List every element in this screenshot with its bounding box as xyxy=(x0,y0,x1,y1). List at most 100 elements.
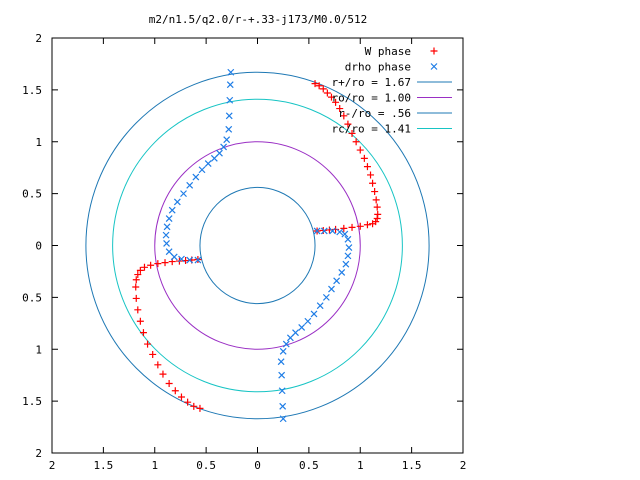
data-point xyxy=(225,125,233,133)
data-point xyxy=(227,68,235,76)
data-point xyxy=(319,85,327,93)
y-tick-label: 2 xyxy=(35,447,42,460)
y-tick-label: 1.5 xyxy=(22,395,42,408)
data-point xyxy=(329,227,336,235)
data-point xyxy=(327,93,335,101)
x-tick-label: 0.5 xyxy=(299,459,319,472)
legend-label: ro/ro = 1.00 xyxy=(332,92,411,105)
data-point xyxy=(223,136,231,144)
legend-label: r-/ro = .56 xyxy=(338,107,411,120)
legend-label: W phase xyxy=(365,45,411,58)
data-point xyxy=(159,370,167,378)
data-point xyxy=(192,173,200,181)
data-point xyxy=(340,224,348,232)
data-point xyxy=(316,302,324,310)
data-point xyxy=(147,261,155,269)
data-point xyxy=(132,276,140,284)
data-point xyxy=(286,334,294,342)
x-tick-label: 1.5 xyxy=(93,459,113,472)
reference-circle xyxy=(199,186,316,305)
data-point xyxy=(356,146,364,154)
data-point xyxy=(333,277,341,285)
data-point xyxy=(220,143,228,151)
data-point xyxy=(184,398,192,406)
y-tick-label: 1.5 xyxy=(22,84,42,97)
x-tick-label: 2 xyxy=(460,459,467,472)
data-point xyxy=(226,96,234,104)
data-point xyxy=(210,154,218,162)
data-point xyxy=(328,285,335,293)
data-point xyxy=(278,371,286,379)
data-point xyxy=(154,361,162,369)
data-point xyxy=(304,317,312,325)
data-point xyxy=(363,221,371,229)
data-point xyxy=(311,80,319,88)
data-point xyxy=(136,317,144,325)
data-points xyxy=(132,68,382,423)
y-tick-label: 0 xyxy=(35,240,42,253)
data-point xyxy=(344,252,352,260)
data-point xyxy=(279,415,287,423)
legend-label: rc/ro = 1.41 xyxy=(332,123,411,136)
data-point xyxy=(180,190,187,198)
data-point xyxy=(278,387,286,395)
data-point xyxy=(342,260,350,268)
data-point xyxy=(336,105,344,113)
y-tick-label: 0.5 xyxy=(22,291,42,304)
data-point xyxy=(344,120,352,128)
data-point xyxy=(344,235,352,243)
data-point xyxy=(171,387,179,395)
y-tick-label: 2 xyxy=(35,32,42,45)
data-point xyxy=(348,129,356,137)
data-point xyxy=(356,222,364,230)
data-point xyxy=(338,269,346,276)
data-point xyxy=(132,283,140,291)
data-point xyxy=(369,179,377,187)
legend-label: drho phase xyxy=(345,61,411,74)
data-point xyxy=(149,350,157,358)
data-point xyxy=(279,402,287,410)
data-point xyxy=(315,82,323,90)
y-tick-label: 1 xyxy=(35,343,42,356)
y-tick-label: 1 xyxy=(35,136,42,149)
data-point xyxy=(341,230,349,238)
data-point xyxy=(292,329,299,337)
data-point xyxy=(352,138,360,146)
data-point xyxy=(348,223,356,231)
data-point xyxy=(132,294,140,302)
reference-circle xyxy=(112,98,403,393)
y-tick-label: 0.5 xyxy=(22,188,42,201)
data-point xyxy=(163,240,170,247)
data-point xyxy=(165,215,173,222)
data-point xyxy=(186,181,194,189)
x-axis-ticks: 2 1.5 1 0.5 0 0.5 1 1.5 2 xyxy=(49,38,467,472)
data-point xyxy=(282,340,290,348)
y-axis-ticks: 2 1.5 1 0.5 0 0.5 1 1.5 2 xyxy=(22,32,463,460)
data-point xyxy=(320,227,328,235)
data-point xyxy=(225,112,233,120)
data-point xyxy=(140,263,148,271)
data-point xyxy=(216,149,223,157)
data-point xyxy=(363,163,371,171)
data-point xyxy=(170,253,178,261)
data-point xyxy=(332,98,340,106)
chart-title: m2/n1.5/q2.0/r-+.33-j173/M0.0/512 xyxy=(149,13,368,26)
data-point xyxy=(277,358,285,366)
data-point xyxy=(144,340,152,348)
data-point xyxy=(279,347,287,355)
data-point xyxy=(190,402,198,410)
reference-circles xyxy=(85,71,430,420)
legend-marker-swatch xyxy=(430,63,438,70)
data-point xyxy=(367,171,375,179)
data-point xyxy=(372,196,380,204)
data-point xyxy=(194,256,202,264)
data-point xyxy=(165,248,173,256)
data-point xyxy=(340,112,348,120)
reference-circle xyxy=(85,71,430,420)
data-point xyxy=(360,154,368,162)
x-tick-label: 1 xyxy=(151,459,158,472)
data-point xyxy=(371,188,379,196)
data-point xyxy=(196,404,204,412)
x-tick-label: 0.5 xyxy=(196,459,216,472)
